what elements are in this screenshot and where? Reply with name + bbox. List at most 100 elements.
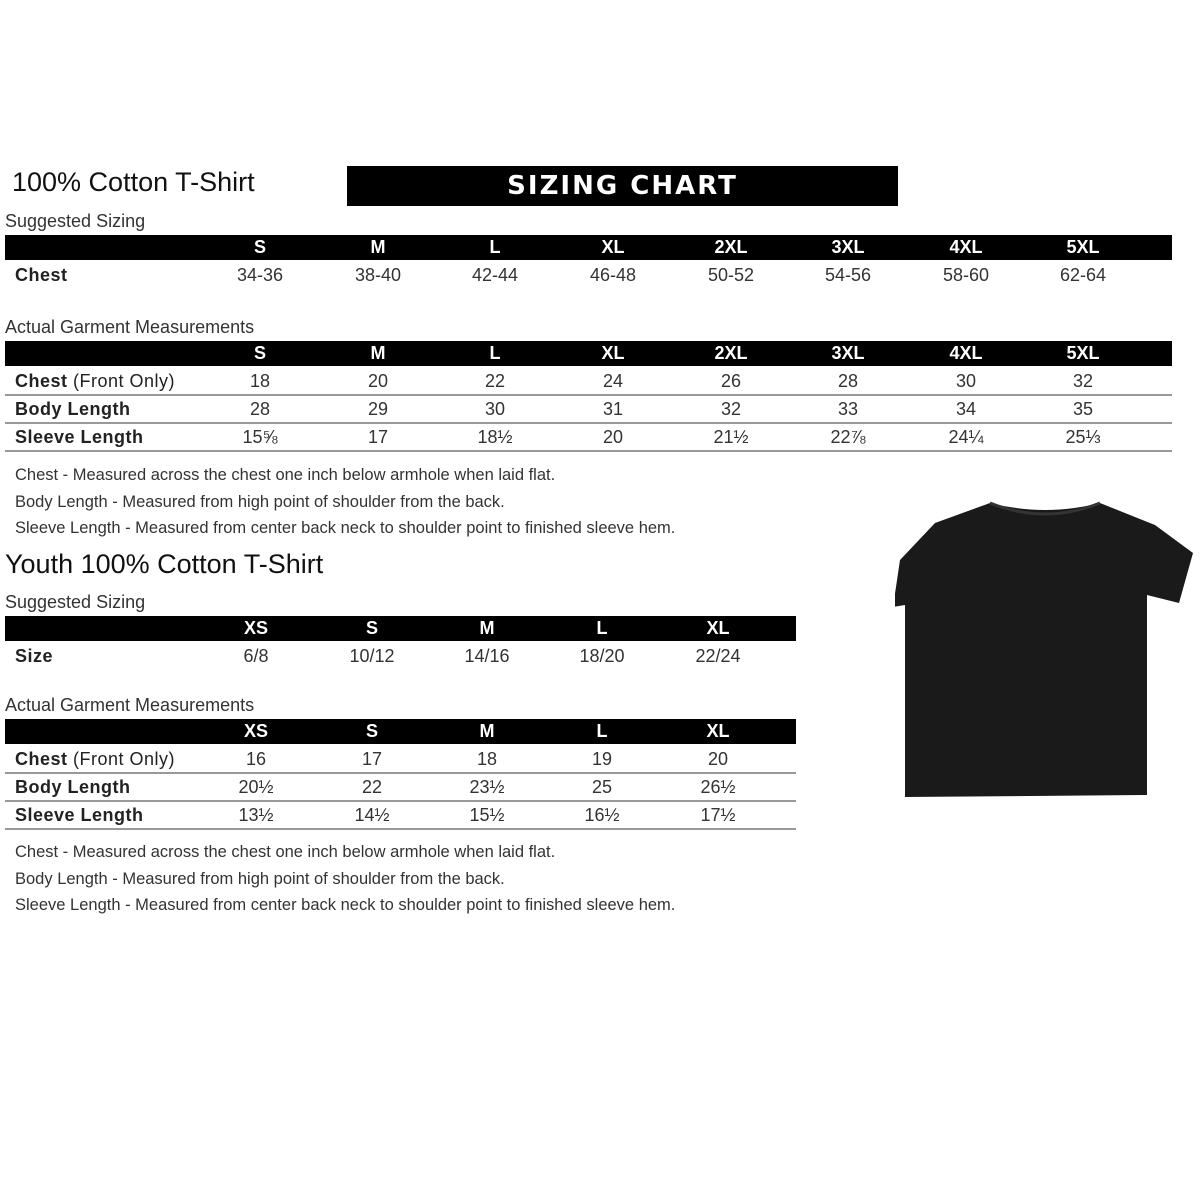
size-value: 46-48: [589, 265, 637, 285]
measurement-row-label: Body Length: [15, 399, 131, 420]
measurement-row-label: Sleeve Length: [15, 427, 144, 448]
measurement-value: 15⅝: [242, 427, 278, 447]
size-value: 54-56: [824, 265, 872, 285]
size-header-cell: 2XL: [714, 343, 748, 363]
row-label-text: Chest: [15, 371, 68, 391]
size-header-row: XS S M L XL: [5, 616, 796, 641]
size-header-cell: XS: [243, 618, 269, 638]
row-label-note: (Front Only): [73, 749, 176, 769]
row-label-text: Sleeve Length: [15, 805, 144, 825]
measurement-value: 28: [837, 371, 859, 391]
measurement-value: 17½: [700, 805, 736, 825]
measurement-value: 14½: [354, 805, 390, 825]
measurement-value: 19: [591, 749, 613, 769]
row-divider: [5, 422, 1172, 424]
measurement-value: 30: [955, 371, 977, 391]
row-divider: [5, 828, 796, 830]
youth-suggested-table: XS S M L XL Size 6/8 10/12 14/16 18/20 22/24: [0, 616, 820, 676]
size-header-cell: S: [365, 721, 379, 741]
adult-suggested-table: S M L XL 2XL 3XL 4XL 5XL Chest 34-36 38-40 42-44 46-…: [0, 235, 1200, 295]
row-label-text: Body Length: [15, 399, 131, 419]
measurement-value: 35: [1072, 399, 1094, 419]
size-value: 50-52: [707, 265, 755, 285]
measurement-value: 32: [1072, 371, 1094, 391]
size-header-cell: 5XL: [1066, 343, 1100, 363]
measurement-row-label: Body Length: [15, 777, 131, 798]
row-label-text: Body Length: [15, 777, 131, 797]
size-header-cell: M: [370, 237, 386, 257]
measurement-value: 22: [484, 371, 506, 391]
measurement-value: 25⅓: [1065, 427, 1101, 447]
size-header-row: S M L XL 2XL 3XL 4XL 5XL: [5, 341, 1172, 366]
adult-measurements-table: S M L XL 2XL 3XL 4XL 5XL Chest (Front Only) 18 20 2…: [0, 341, 1200, 461]
size-header-cell: M: [479, 721, 495, 741]
size-header-cell: L: [596, 618, 608, 638]
note-line: Body Length - Measured from high point o…: [15, 869, 505, 888]
measurement-value: 25: [591, 777, 613, 797]
youth-actual-label: Actual Garment Measurements: [5, 695, 255, 715]
size-value: 38-40: [354, 265, 402, 285]
size-value: 18/20: [579, 646, 625, 666]
measurement-value: 20: [367, 371, 389, 391]
adult-title: 100% Cotton T-Shirt: [12, 167, 255, 197]
size-header-row: XS S M L XL: [5, 719, 796, 744]
size-value: 58-60: [942, 265, 990, 285]
measurement-value: 29: [367, 399, 389, 419]
measurement-value: 28: [249, 399, 271, 419]
sizing-chart-banner: SIZING CHART: [347, 166, 898, 206]
measurement-value: 17: [361, 749, 383, 769]
measurement-value: 18: [249, 371, 271, 391]
measurement-value: 24¼: [948, 427, 984, 447]
note-line: Chest - Measured across the chest one in…: [15, 843, 556, 861]
measurement-value: 23½: [469, 777, 505, 797]
measurement-value: 32: [720, 399, 742, 419]
measurement-value: 20: [602, 427, 624, 447]
measurement-value: 21½: [713, 427, 749, 447]
size-header-cell: 3XL: [831, 343, 865, 363]
youth-suggested-label: Suggested Sizing: [5, 592, 146, 612]
row-divider: [5, 772, 796, 774]
size-header-cell: 4XL: [949, 237, 983, 257]
youth-measurements-table: XS S M L XL Chest (Front Only) 16 17 18 19 20 Body …: [0, 719, 820, 839]
size-header-cell: L: [489, 343, 501, 363]
measurement-value: 17: [367, 427, 389, 447]
size-value: 6/8: [243, 646, 269, 666]
size-value: 62-64: [1059, 265, 1107, 285]
measurement-value: 18½: [477, 427, 513, 447]
measurement-value: 24: [602, 371, 624, 391]
measurement-value: 20½: [238, 777, 274, 797]
row-divider: [5, 394, 1172, 396]
measurement-row-label: Sleeve Length: [15, 805, 144, 826]
measurement-value: 15½: [469, 805, 505, 825]
row-label-text: Sleeve Length: [15, 427, 144, 447]
size-header-cell: 4XL: [949, 343, 983, 363]
measurement-value: 18: [476, 749, 498, 769]
row-label: Chest: [15, 265, 68, 285]
size-value: 14/16: [464, 646, 510, 666]
measurement-value: 34: [955, 399, 977, 419]
note-line: Sleeve Length - Measured from center bac…: [15, 519, 676, 537]
size-header-cell: L: [489, 237, 501, 257]
youth-notes: Chest - Measured across the chest one in…: [0, 843, 900, 923]
size-header-cell: XL: [706, 618, 730, 638]
measurement-value: 33: [837, 399, 859, 419]
measurement-value: 16½: [584, 805, 620, 825]
size-header-cell: XL: [706, 721, 730, 741]
size-value: 22/24: [695, 646, 741, 666]
tshirt-image: [895, 501, 1193, 797]
size-header-cell: M: [370, 343, 386, 363]
size-header-cell: XL: [601, 237, 625, 257]
size-header-cell: L: [596, 721, 608, 741]
note-line: Chest - Measured across the chest one in…: [15, 466, 556, 484]
size-header-cell: 5XL: [1066, 237, 1100, 257]
size-header-cell: S: [365, 618, 379, 638]
measurement-value: 16: [245, 749, 267, 769]
measurement-value: 13½: [238, 805, 274, 825]
size-header-cell: M: [479, 618, 495, 638]
size-header-cell: XL: [601, 343, 625, 363]
measurement-value: 22: [361, 777, 383, 797]
size-value: 42-44: [471, 265, 519, 285]
note-line: Sleeve Length - Measured from center bac…: [15, 896, 676, 914]
row-divider: [5, 450, 1172, 452]
